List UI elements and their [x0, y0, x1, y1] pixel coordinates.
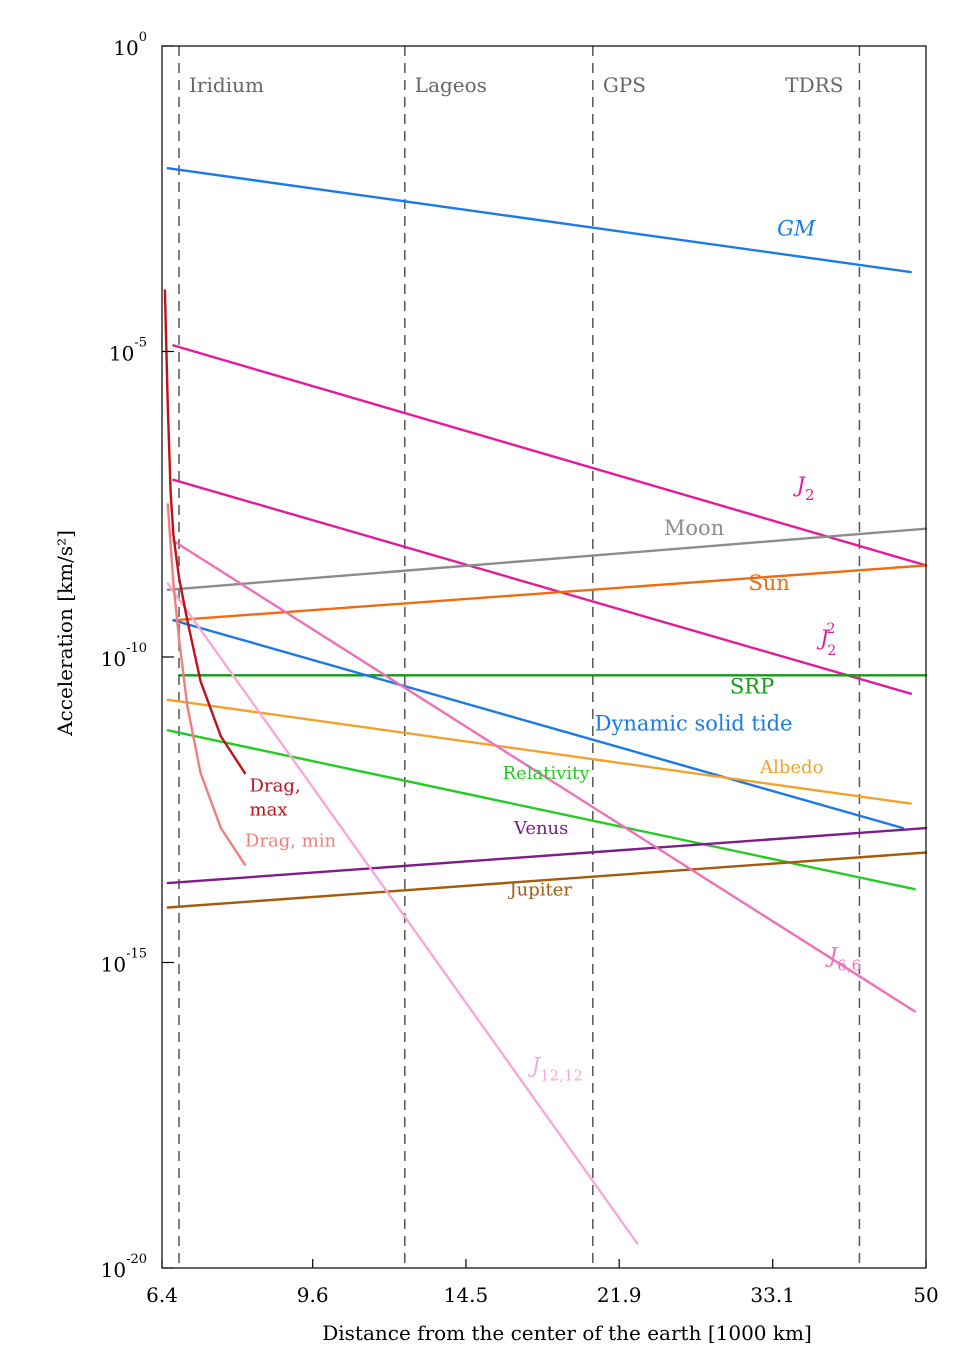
- series-line-drag-min: [166, 503, 247, 866]
- series-label-dynamic-solid-tide: Dynamic solid tide: [595, 711, 793, 735]
- series-label-albedo: Albedo: [759, 757, 823, 778]
- y-tick-label: 10-15: [101, 947, 147, 977]
- series-line-jupiter: [166, 851, 928, 909]
- series-label-moon: Moon: [664, 516, 724, 540]
- series-label-relativity: Relativity: [503, 763, 591, 784]
- series-label-drag-min: Drag, min: [245, 830, 337, 851]
- series-label-j6-6: J6,6: [825, 944, 861, 975]
- y-tick-label: 10-10: [101, 641, 147, 671]
- orbit-label-iridium: Iridium: [189, 73, 264, 97]
- series-line-j2: [172, 344, 928, 567]
- y-tick-label: 10-5: [109, 336, 147, 366]
- x-tick-label: 50: [913, 1283, 938, 1307]
- series-label-drag-max-line2: max: [250, 799, 288, 820]
- orbit-label-tdrs: TDRS: [785, 73, 843, 97]
- y-tick-label: 100: [113, 30, 147, 60]
- series-line-j6-6: [172, 539, 916, 1013]
- series-line-j2-2: [172, 478, 912, 695]
- orbit-lines: Iridium Lageos GPS TDRS: [178, 46, 861, 1268]
- series-line-dynamic-solid-tide: [172, 619, 905, 830]
- series-label-jupiter: Jupiter: [507, 879, 572, 900]
- series-line-gm: [166, 166, 912, 274]
- series-label-sun: Sun: [748, 571, 789, 595]
- x-axis-label: Distance from the center of the earth [1…: [322, 1321, 812, 1345]
- series-label-j12-12: J12,12: [528, 1053, 583, 1084]
- x-tick-label: 6.4: [146, 1283, 178, 1307]
- series-line-albedo: [166, 698, 912, 805]
- series-lines: [163, 166, 928, 1245]
- orbit-label-gps: GPS: [603, 73, 646, 97]
- series-line-drag-max: [163, 289, 247, 775]
- series-label-gm: GM: [777, 216, 816, 240]
- x-tick-label: 14.5: [444, 1283, 489, 1307]
- y-tick-label: 10-20: [101, 1252, 147, 1282]
- series-line-venus: [166, 826, 928, 885]
- series-label-venus: Venus: [513, 818, 568, 839]
- series-labels: GM J2 J2 2 Moon Sun SRP Dynamic solid tide Albed…: [245, 216, 861, 1084]
- orbit-label-lageos: Lageos: [415, 73, 487, 97]
- series-label-j2-2: J2 2: [816, 621, 836, 659]
- series-label-srp: SRP: [730, 675, 774, 699]
- series-label-j2: J2: [793, 473, 815, 504]
- x-tick-label: 33.1: [750, 1283, 795, 1307]
- series-line-sun: [172, 564, 928, 622]
- series-label-drag-max: Drag,: [250, 775, 301, 796]
- x-tick-label: 9.6: [297, 1283, 329, 1307]
- y-axis-label: Acceleration [km/s²]: [53, 530, 77, 737]
- axis-ticks: 6.4 9.6 14.5 21.9 33.1 50 100 10-5 10-10 10-15 10-…: [101, 30, 939, 1307]
- x-tick-label: 21.9: [597, 1283, 642, 1307]
- series-line-moon: [166, 527, 928, 591]
- series-line-j12-12: [166, 582, 639, 1245]
